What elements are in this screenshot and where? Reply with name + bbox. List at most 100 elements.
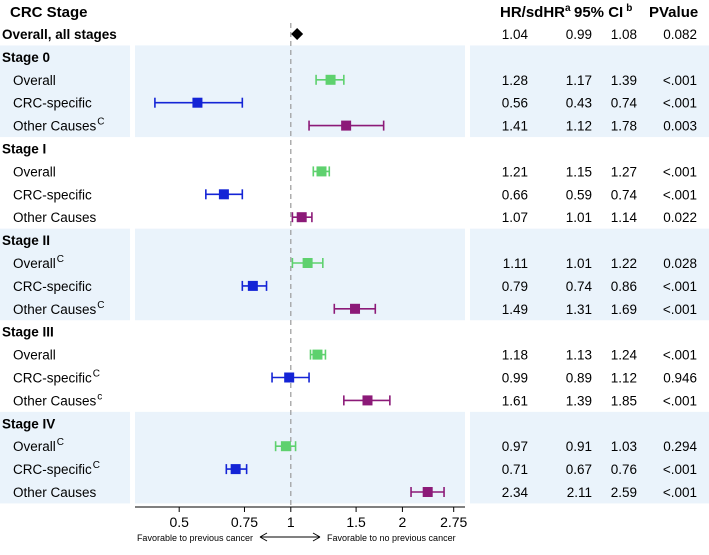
favor-arrow-left-head xyxy=(259,532,268,542)
x-tick-label-0: 0.5 xyxy=(169,514,189,530)
x-tick-label-1: 0.75 xyxy=(231,514,258,530)
header-ci: 95% CI b xyxy=(574,3,632,21)
ci-low-value-11: 0.74 xyxy=(566,279,593,294)
ci-high-value-18: 1.03 xyxy=(611,439,637,454)
ci-high-value-3: 0.74 xyxy=(611,96,638,111)
ci-high-value-10: 1.22 xyxy=(611,256,637,271)
p-value-0: 0.082 xyxy=(663,27,697,42)
ci-low-value-3: 0.43 xyxy=(566,96,592,111)
favorable-right-label: Favorable to no previous cancer xyxy=(327,533,456,543)
ci-low-value-14: 1.13 xyxy=(566,348,592,363)
p-value-14: <.001 xyxy=(663,348,697,363)
point-marker-6 xyxy=(316,166,327,177)
row-label-sup-15: C xyxy=(93,369,100,380)
point-marker-2 xyxy=(325,74,336,85)
ci-high-value-19: 0.76 xyxy=(611,462,637,477)
ci-low-value-19: 0.67 xyxy=(566,462,592,477)
ci-high-value-12: 1.69 xyxy=(611,302,637,317)
point-marker-15 xyxy=(284,372,295,383)
x-tick-label-5: 2.75 xyxy=(440,514,467,530)
ci-low-value-18: 0.91 xyxy=(566,439,592,454)
header-hr-text: HR/sdHR xyxy=(500,4,565,21)
row-label-18: OverallC xyxy=(13,437,64,454)
hr-value-18: 0.97 xyxy=(502,439,528,454)
favorable-left-label: Favorable to previous cancer xyxy=(137,533,253,543)
ci-low-value-15: 0.89 xyxy=(566,371,592,386)
p-value-6: <.001 xyxy=(663,164,697,179)
x-tick-label-3: 1.5 xyxy=(346,514,366,530)
p-value-7: <.001 xyxy=(663,187,697,202)
favorability-annotation: Favorable to previous cancer Favorable t… xyxy=(137,532,456,543)
point-diamond-0 xyxy=(291,28,304,40)
row-label-7: CRC-specific xyxy=(13,187,92,202)
band-plot-4 xyxy=(135,411,465,504)
row-label-8: Other Causes xyxy=(13,210,97,225)
ci-high-value-16: 1.85 xyxy=(611,393,637,408)
band-plot-2 xyxy=(135,228,465,321)
point-marker-4 xyxy=(341,120,352,131)
band-values-4 xyxy=(470,411,709,504)
group-label-5: Stage I xyxy=(2,142,46,157)
header-ci-text: 95% CI xyxy=(574,4,623,21)
hr-value-3: 0.56 xyxy=(502,96,528,111)
group-label-1: Stage 0 xyxy=(2,50,50,65)
header-ci-sup: b xyxy=(626,3,632,14)
x-axis: 0.5 0.75 1 1.5 2 2.75 xyxy=(135,506,468,530)
ci-high-value-0: 1.08 xyxy=(611,27,637,42)
p-value-20: <.001 xyxy=(663,485,697,500)
row-label-sup-18: C xyxy=(57,437,64,448)
p-value-12: <.001 xyxy=(663,302,697,317)
p-value-18: 0.294 xyxy=(663,439,697,454)
hr-value-2: 1.28 xyxy=(502,73,528,88)
hr-value-7: 0.66 xyxy=(502,187,528,202)
row-label-4: Other CausesC xyxy=(13,117,105,134)
ci-low-value-8: 1.01 xyxy=(566,210,592,225)
point-marker-19 xyxy=(230,464,241,475)
row-label-2: Overall xyxy=(13,73,56,88)
band-values-2 xyxy=(470,228,709,321)
ci-high-value-14: 1.24 xyxy=(611,348,638,363)
hr-value-4: 1.41 xyxy=(502,119,528,134)
row-label-6: Overall xyxy=(13,164,56,179)
favor-arrow-right-head xyxy=(312,532,321,542)
row-label-sup-10: C xyxy=(57,254,64,265)
p-value-4: 0.003 xyxy=(663,119,697,134)
point-marker-8 xyxy=(296,212,307,223)
band-values-0 xyxy=(470,45,709,138)
p-value-11: <.001 xyxy=(663,279,697,294)
point-marker-16 xyxy=(362,395,373,406)
point-marker-11 xyxy=(247,280,258,291)
ci-low-value-12: 1.31 xyxy=(566,302,592,317)
ci-low-value-6: 1.15 xyxy=(566,164,592,179)
hr-value-19: 0.71 xyxy=(502,462,528,477)
ci-low-value-20: 2.11 xyxy=(567,485,592,500)
p-value-2: <.001 xyxy=(663,73,697,88)
band-label-4 xyxy=(0,411,130,504)
row-label-sup-19: C xyxy=(93,460,100,471)
ci-high-value-8: 1.14 xyxy=(611,210,638,225)
row-label-3: CRC-specific xyxy=(13,96,92,111)
band-plot-0 xyxy=(135,45,465,138)
hr-value-10: 1.11 xyxy=(503,256,528,271)
group-label-17: Stage IV xyxy=(2,416,55,431)
row-label-20: Other Causes xyxy=(13,485,97,500)
ci-low-value-7: 0.59 xyxy=(566,187,592,202)
row-label-16: Other Causesc xyxy=(13,391,102,408)
ci-high-value-6: 1.27 xyxy=(611,164,637,179)
row-label-sup-16: c xyxy=(97,391,102,402)
hr-value-0: 1.04 xyxy=(502,27,529,42)
point-marker-14 xyxy=(312,349,323,360)
point-marker-20 xyxy=(422,487,433,497)
row-label-14: Overall xyxy=(13,348,56,363)
header-hr-sup: a xyxy=(565,3,571,14)
point-marker-3 xyxy=(192,97,203,108)
p-value-15: 0.946 xyxy=(663,371,697,386)
ci-low-value-2: 1.17 xyxy=(566,73,592,88)
p-value-3: <.001 xyxy=(663,96,697,111)
point-marker-12 xyxy=(350,303,361,314)
p-value-19: <.001 xyxy=(663,462,697,477)
ci-high-value-11: 0.86 xyxy=(611,279,637,294)
hr-value-11: 0.79 xyxy=(502,279,528,294)
